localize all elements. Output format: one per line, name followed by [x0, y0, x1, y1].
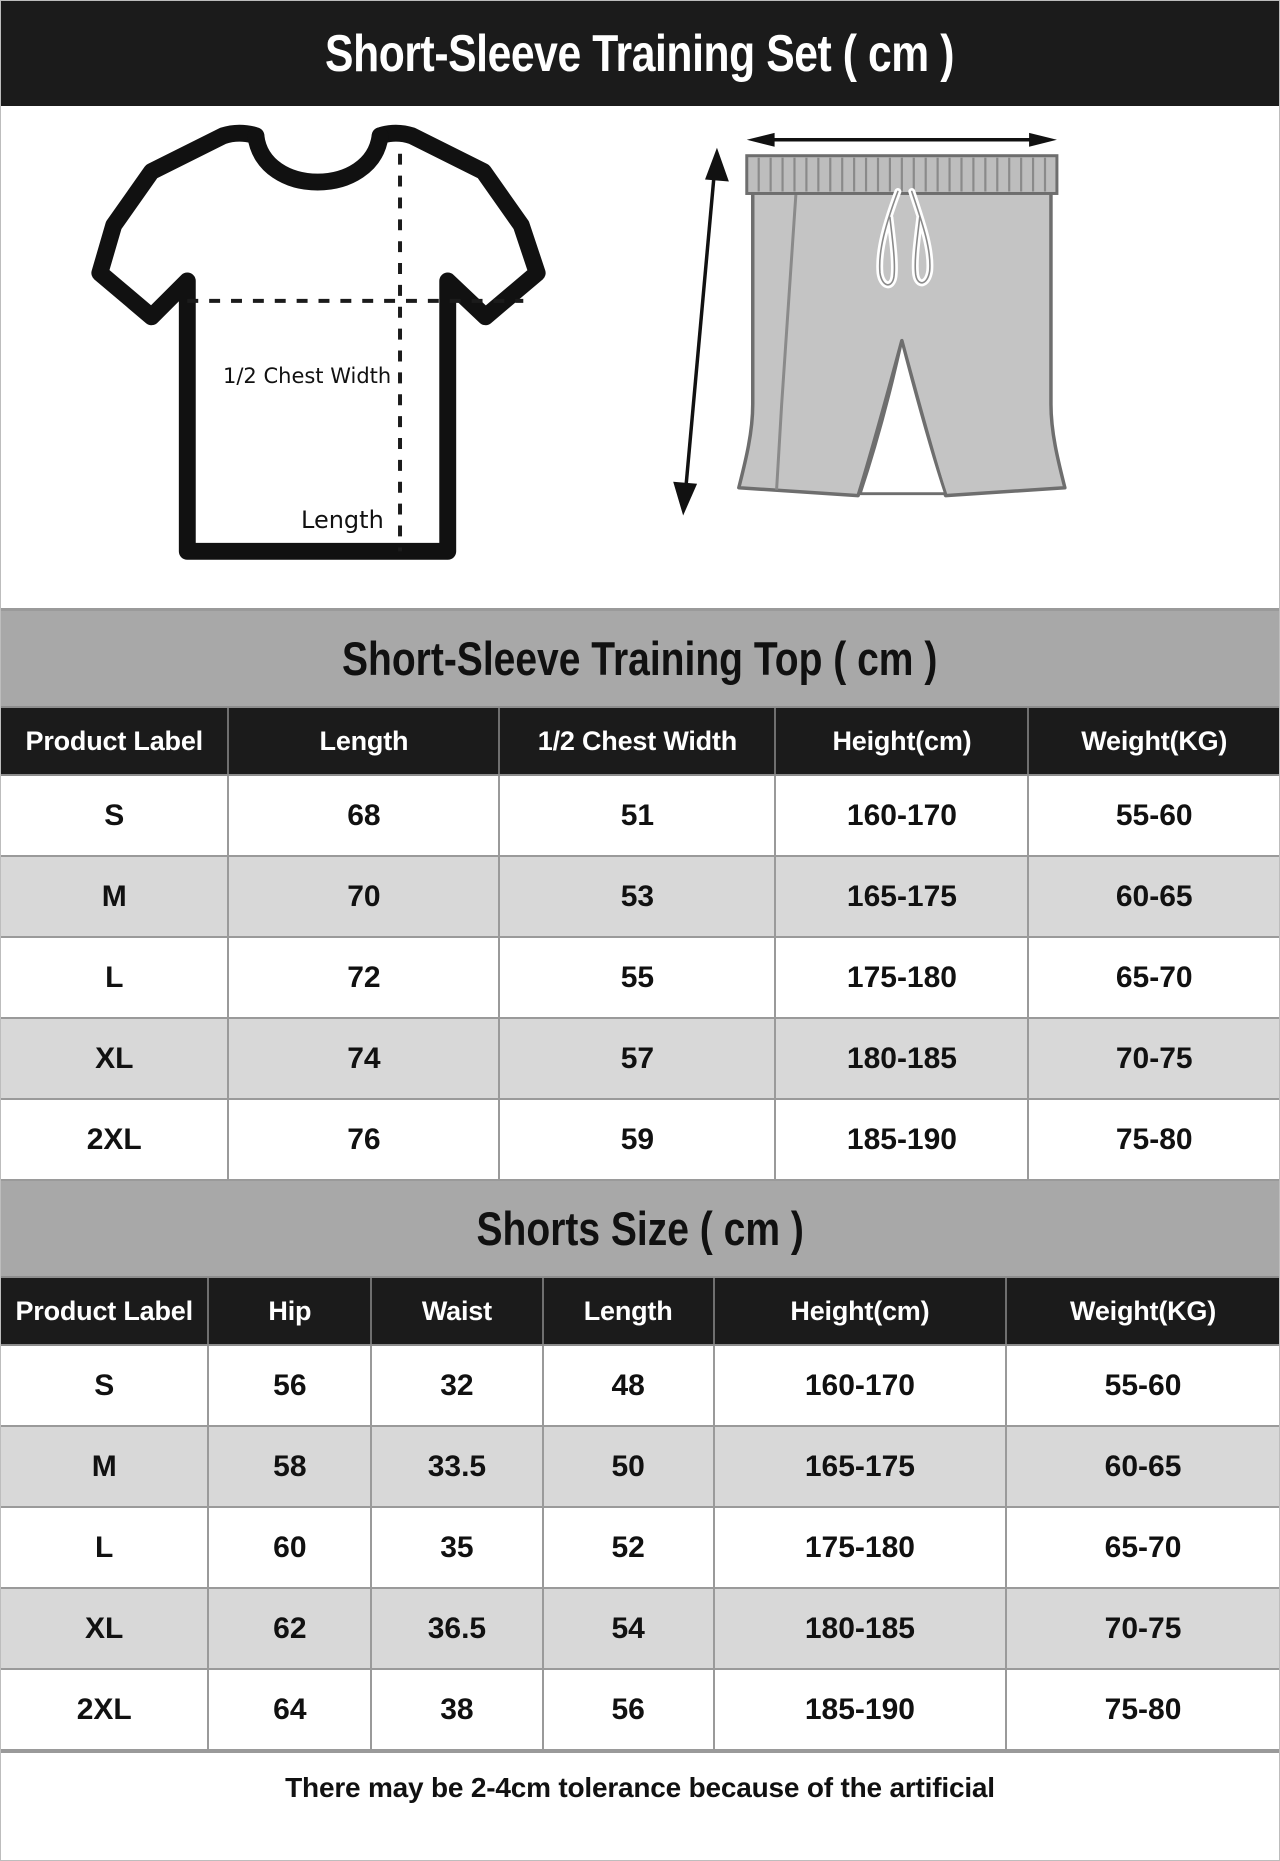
- shorts-section-band: Shorts Size ( cm ): [1, 1181, 1279, 1278]
- tolerance-note: There may be 2-4cm tolerance because of …: [1, 1751, 1279, 1823]
- cell-size: XL: [1, 1018, 230, 1100]
- cell-chest: 57: [499, 1018, 777, 1100]
- cell-length: 70: [228, 856, 501, 938]
- cell-length: 52: [542, 1507, 715, 1589]
- table-row: L 60 35 52 175-180 65-70: [1, 1507, 1279, 1589]
- cell-hip: 62: [208, 1588, 373, 1670]
- cell-hip: 56: [208, 1345, 373, 1427]
- cell-hip: 64: [208, 1669, 373, 1751]
- cell-size: M: [1, 856, 230, 938]
- col-length: Length: [228, 708, 501, 776]
- cell-length: 68: [228, 775, 501, 857]
- cell-height: 165-175: [713, 1426, 1008, 1508]
- top-section-title: Short-Sleeve Training Top ( cm ): [342, 632, 938, 685]
- cell-waist: 35: [371, 1507, 544, 1589]
- col-product-label: Product Label: [1, 1278, 210, 1346]
- table-row: 2XL 76 59 185-190 75-80: [1, 1099, 1279, 1181]
- tshirt-outline-icon: [91, 124, 546, 560]
- illustration-panel: 1/2 Chest Width Length: [1, 106, 1279, 611]
- col-length: Length: [542, 1278, 715, 1346]
- col-half-chest-width: 1/2 Chest Width: [499, 708, 777, 776]
- cell-hip: 60: [208, 1507, 373, 1589]
- cell-weight: 75-80: [1028, 1099, 1279, 1181]
- cell-weight: 75-80: [1006, 1669, 1279, 1751]
- table-row: M 58 33.5 50 165-175 60-65: [1, 1426, 1279, 1508]
- col-height: Height(cm): [775, 708, 1030, 776]
- cell-height: 185-190: [775, 1099, 1030, 1181]
- cell-size: S: [1, 775, 230, 857]
- cell-height: 175-180: [713, 1507, 1008, 1589]
- shorts-length-arrow: [683, 165, 717, 496]
- cell-size: L: [1, 937, 230, 1019]
- top-size-table: Product Label Length 1/2 Chest Width Hei…: [1, 708, 1279, 1181]
- cell-length: 48: [542, 1345, 715, 1427]
- table-header-row: Product Label Length 1/2 Chest Width Hei…: [1, 708, 1279, 776]
- cell-waist: 36.5: [371, 1588, 544, 1670]
- shorts-size-table: Product Label Hip Waist Length Height(cm…: [1, 1278, 1279, 1751]
- cell-weight: 55-60: [1028, 775, 1279, 857]
- cell-height: 175-180: [775, 937, 1030, 1019]
- cell-chest: 53: [499, 856, 777, 938]
- cell-size: L: [1, 1507, 210, 1589]
- top-section-band: Short-Sleeve Training Top ( cm ): [1, 611, 1279, 708]
- cell-weight: 70-75: [1006, 1588, 1279, 1670]
- cell-weight: 70-75: [1028, 1018, 1279, 1100]
- cell-waist: 38: [371, 1669, 544, 1751]
- cell-length: 54: [542, 1588, 715, 1670]
- cell-size: 2XL: [1, 1669, 210, 1751]
- cell-weight: 60-65: [1028, 856, 1279, 938]
- cell-size: M: [1, 1426, 210, 1508]
- cell-chest: 55: [499, 937, 777, 1019]
- cell-weight: 65-70: [1006, 1507, 1279, 1589]
- cell-height: 160-170: [713, 1345, 1008, 1427]
- bottom-spacer: [1, 1823, 1279, 1860]
- table-header-row: Product Label Hip Waist Length Height(cm…: [1, 1278, 1279, 1346]
- table-row: XL 62 36.5 54 180-185 70-75: [1, 1588, 1279, 1670]
- table-row: M 70 53 165-175 60-65: [1, 856, 1279, 938]
- cell-waist: 32: [371, 1345, 544, 1427]
- cell-height: 185-190: [713, 1669, 1008, 1751]
- page-title: Short-Sleeve Training Set ( cm ): [325, 24, 955, 83]
- shorts-section-title: Shorts Size ( cm ): [476, 1202, 804, 1255]
- table-row: S 68 51 160-170 55-60: [1, 775, 1279, 857]
- cell-hip: 58: [208, 1426, 373, 1508]
- cell-size: XL: [1, 1588, 210, 1670]
- cell-height: 180-185: [775, 1018, 1030, 1100]
- table-row: L 72 55 175-180 65-70: [1, 937, 1279, 1019]
- cell-length: 76: [228, 1099, 501, 1181]
- cell-length: 72: [228, 937, 501, 1019]
- col-product-label: Product Label: [1, 708, 230, 776]
- cell-weight: 60-65: [1006, 1426, 1279, 1508]
- cell-chest: 51: [499, 775, 777, 857]
- cell-length: 50: [542, 1426, 715, 1508]
- cell-length: 74: [228, 1018, 501, 1100]
- table-row: S 56 32 48 160-170 55-60: [1, 1345, 1279, 1427]
- cell-height: 180-185: [713, 1588, 1008, 1670]
- cell-chest: 59: [499, 1099, 777, 1181]
- chart-title-bar: Short-Sleeve Training Set ( cm ): [1, 1, 1279, 106]
- cell-size: 2XL: [1, 1099, 230, 1181]
- table-row: XL 74 57 180-185 70-75: [1, 1018, 1279, 1100]
- tshirt-illustration: 1/2 Chest Width Length: [1, 106, 640, 608]
- col-weight: Weight(KG): [1006, 1278, 1279, 1346]
- cell-length: 56: [542, 1669, 715, 1751]
- cell-weight: 65-70: [1028, 937, 1279, 1019]
- cell-size: S: [1, 1345, 210, 1427]
- half-chest-width-label: 1/2 Chest Width: [223, 364, 392, 388]
- top-length-label: Length: [301, 506, 384, 534]
- cell-height: 160-170: [775, 775, 1030, 857]
- col-hip: Hip: [208, 1278, 373, 1346]
- col-height: Height(cm): [713, 1278, 1008, 1346]
- shorts-illustration: Waist Length: [640, 106, 1279, 608]
- shorts-outline-icon: [673, 132, 1067, 516]
- cell-height: 165-175: [775, 856, 1030, 938]
- table-row: 2XL 64 38 56 185-190 75-80: [1, 1669, 1279, 1751]
- cell-waist: 33.5: [371, 1426, 544, 1508]
- cell-weight: 55-60: [1006, 1345, 1279, 1427]
- col-waist: Waist: [371, 1278, 544, 1346]
- col-weight: Weight(KG): [1028, 708, 1279, 776]
